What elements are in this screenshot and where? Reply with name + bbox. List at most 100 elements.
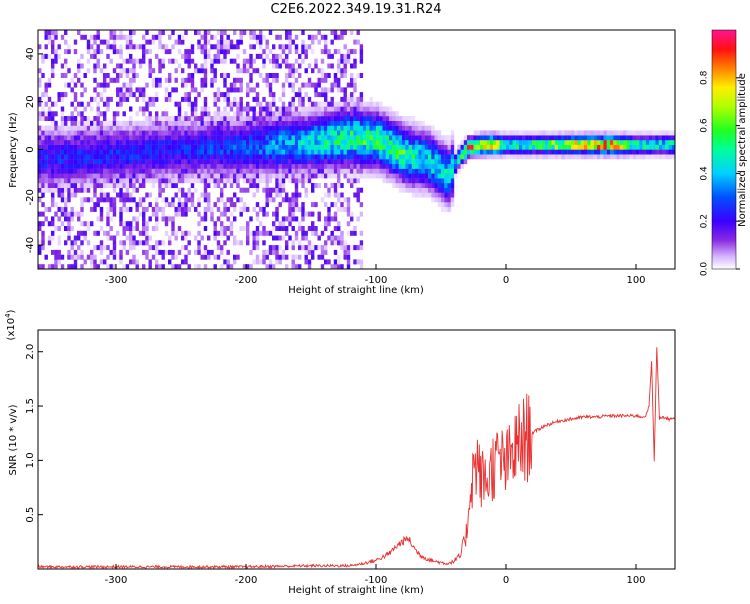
heatmap-cell: [350, 216, 354, 222]
heatmap-cell: [213, 58, 217, 64]
heatmap-cell: [434, 183, 438, 188]
heatmap-cell: [652, 154, 656, 160]
heatmap-cell: [171, 120, 175, 126]
heatmap-cell: [275, 178, 279, 184]
heatmap-cell: [129, 149, 133, 155]
heatmap-cell: [333, 77, 338, 83]
heatmap-cell: [398, 173, 403, 179]
heatmap-cell: [275, 183, 279, 188]
heatmap-cell: [246, 226, 250, 231]
heatmap-cell: [359, 130, 364, 136]
heatmap-cell: [112, 245, 117, 251]
heatmap-cell: [337, 34, 341, 40]
heatmap-cell: [356, 101, 360, 107]
heatmap-cell: [411, 159, 416, 165]
heatmap-cell: [181, 178, 185, 184]
heatmap-cell: [168, 130, 172, 136]
heatmap-cell: [177, 39, 182, 45]
heatmap-cell: [190, 135, 195, 141]
heatmap-cell: [109, 44, 113, 50]
heatmap-cell: [155, 249, 159, 255]
heatmap-cell: [246, 92, 250, 98]
heatmap-cells: [38, 30, 675, 269]
heatmap-cell: [80, 211, 84, 217]
heatmap-cell: [359, 264, 364, 269]
heatmap-cell: [317, 30, 321, 35]
heatmap-cell: [272, 96, 276, 102]
heatmap-cell: [67, 173, 71, 179]
heatmap-cell: [168, 73, 172, 78]
heatmap-cell: [142, 53, 146, 59]
heatmap-cell: [44, 173, 48, 179]
heatmap-cell: [38, 68, 42, 74]
heatmap-cell: [229, 120, 234, 126]
heatmap-cell: [291, 154, 295, 160]
heatmap-cell: [281, 130, 286, 136]
heatmap-cell: [493, 130, 497, 136]
heatmap-cell: [294, 159, 299, 165]
heatmap-cell: [216, 178, 221, 184]
heatmap-cell: [431, 130, 435, 136]
heatmap-cell: [340, 202, 344, 208]
heatmap-cell: [216, 173, 221, 179]
heatmap-cell: [181, 149, 185, 155]
heatmap-cell: [473, 139, 477, 145]
heatmap-cell: [99, 154, 104, 160]
heatmap-cell: [112, 187, 117, 193]
heatmap-cell: [265, 101, 269, 107]
heatmap-cell: [203, 211, 208, 217]
heatmap-cell: [54, 53, 58, 59]
heatmap-cell: [343, 106, 347, 112]
heatmap-cell: [337, 130, 341, 136]
heatmap-cell: [151, 125, 156, 131]
heatmap-cell: [220, 149, 224, 155]
heatmap-cell: [64, 73, 68, 78]
heatmap-cell: [184, 197, 188, 203]
heatmap-cell: [272, 187, 276, 193]
heatmap-cell: [220, 264, 224, 269]
heatmap-cell: [665, 139, 669, 145]
heatmap-cell: [41, 53, 45, 59]
heatmap-cell: [190, 49, 195, 55]
heatmap-cell: [47, 264, 52, 269]
heatmap-cell: [129, 178, 133, 184]
heatmap-cell: [54, 183, 58, 188]
heatmap-cell: [587, 144, 591, 150]
heatmap-cell: [242, 168, 247, 174]
heatmap-cell: [125, 192, 130, 198]
heatmap-cell: [174, 264, 178, 269]
heatmap-cell: [327, 139, 331, 145]
heatmap-cell: [73, 139, 78, 145]
heatmap-cell: [38, 44, 42, 50]
heatmap-cell: [64, 120, 68, 126]
heatmap-cell: [168, 34, 172, 40]
heatmap-cell: [288, 73, 292, 78]
heatmap-cell: [213, 264, 217, 269]
heatmap-cell: [203, 249, 208, 255]
heatmap-cell: [210, 58, 214, 64]
heatmap-cell: [353, 106, 357, 112]
heatmap-cell: [265, 73, 269, 78]
heatmap-cell: [106, 44, 110, 50]
heatmap-cell: [655, 149, 659, 155]
heatmap-cell: [145, 154, 149, 160]
heatmap-cell: [658, 139, 663, 145]
snr-x-tick-label: -300: [105, 575, 128, 586]
heatmap-cell: [311, 34, 315, 40]
heatmap-cell: [142, 226, 146, 231]
heatmap-cell: [132, 178, 136, 184]
heatmap-cell: [450, 173, 455, 179]
heatmap-cell: [93, 130, 97, 136]
heatmap-cell: [187, 139, 191, 145]
heatmap-cell: [203, 139, 208, 145]
heatmap-cell: [476, 135, 481, 141]
heatmap-cell: [320, 130, 325, 136]
heatmap-cell: [317, 39, 321, 45]
heatmap-cell: [606, 139, 611, 145]
heatmap-cell: [359, 73, 364, 78]
heatmap-cell: [278, 226, 282, 231]
heatmap-cell: [73, 73, 78, 78]
heatmap-cell: [38, 111, 42, 117]
heatmap-cell: [398, 120, 403, 126]
heatmap-cell: [359, 159, 364, 165]
